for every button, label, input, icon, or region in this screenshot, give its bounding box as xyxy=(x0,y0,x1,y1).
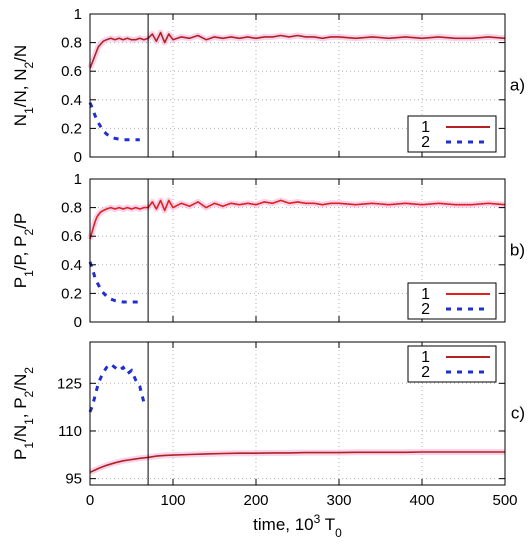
series-2-line xyxy=(88,102,140,142)
panel-label: a) xyxy=(510,76,525,95)
x-tick-label: 500 xyxy=(492,492,517,509)
panel-label: b) xyxy=(510,241,525,260)
y-tick-label: 0 xyxy=(74,314,82,331)
y-tick-label: 0.2 xyxy=(61,285,82,302)
legend-entry-2-label: 2 xyxy=(421,134,430,151)
series-1-halo xyxy=(87,197,506,240)
series-1-line xyxy=(89,199,506,240)
series-2-line xyxy=(88,362,146,413)
y-tick-label: 0.4 xyxy=(61,257,82,274)
legend: 12 xyxy=(407,282,497,320)
series-1-line xyxy=(89,451,505,474)
x-axis-label: time, 103 T0 xyxy=(253,512,342,540)
series-1-line xyxy=(89,31,506,69)
y-tick-label: 1 xyxy=(74,6,82,23)
y-axis-label: P1/P, P2/P xyxy=(11,213,36,288)
y-tick-label: 0.8 xyxy=(61,200,82,217)
y-tick-label: 0.6 xyxy=(61,228,82,245)
series-1-halo xyxy=(88,449,505,476)
y-tick-label: 0.2 xyxy=(61,120,82,137)
y-tick-label: 0.6 xyxy=(61,63,82,80)
legend: 12 xyxy=(407,115,497,153)
y-tick-label: 110 xyxy=(58,423,82,440)
legend-box xyxy=(407,282,497,320)
y-tick-label: 125 xyxy=(57,375,82,392)
x-tick-label: 400 xyxy=(409,492,434,509)
legend-box xyxy=(407,115,497,153)
y-tick-label: 1 xyxy=(74,171,82,188)
legend-entry-2-label: 2 xyxy=(421,364,430,381)
series-2-line xyxy=(88,261,140,304)
y-axis-label: P1/N1, P2/N2 xyxy=(11,367,36,460)
y-tick-label: 0.4 xyxy=(61,92,82,109)
legend-entry-1-label: 1 xyxy=(421,119,430,136)
y-tick-label: 95 xyxy=(65,471,82,488)
y-tick-label: 0 xyxy=(74,149,82,166)
legend-entry-2-label: 2 xyxy=(421,301,430,318)
x-tick-label: 100 xyxy=(160,492,185,509)
legend-entry-1-label: 1 xyxy=(421,349,430,366)
y-axis-label: N1/N, N2/N xyxy=(11,45,36,126)
x-tick-label: 200 xyxy=(243,492,268,509)
x-tick-label: 300 xyxy=(326,492,351,509)
plot-frame xyxy=(89,178,506,323)
plot-frame xyxy=(89,341,506,486)
legend-entry-1-label: 1 xyxy=(421,286,430,303)
plot-frame xyxy=(89,13,506,158)
y-tick-label: 0.8 xyxy=(61,35,82,52)
panel-c: 95 110 125 0 100 200 300 400 500 P1/N1, P2/N2 time… xyxy=(11,341,525,540)
legend-box xyxy=(407,345,497,383)
panel-label: c) xyxy=(511,404,525,423)
x-tick-label: 0 xyxy=(86,492,94,509)
legend: 12 xyxy=(407,345,497,383)
